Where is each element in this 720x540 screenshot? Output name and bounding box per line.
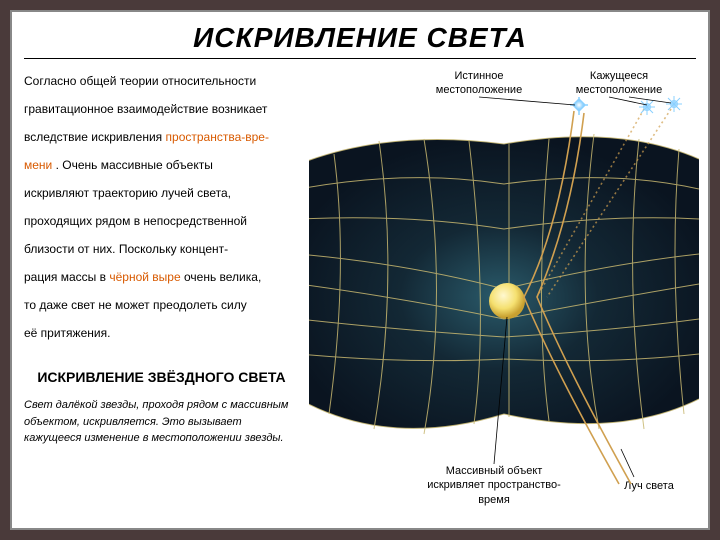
para-line: гравитационное взаимодействие возникает xyxy=(24,97,299,121)
apparent-star-icon xyxy=(666,96,682,112)
left-column: Согласно общей теории относительности гр… xyxy=(24,69,299,509)
para-line: то даже свет не может преодолеть силу xyxy=(24,293,299,317)
true-star-icon xyxy=(570,97,588,115)
highlight-blackhole: чёрной выре xyxy=(109,270,180,284)
main-title: ИСКРИВЛЕНИЕ СВЕТА xyxy=(24,22,696,59)
para-line: её притяжения. xyxy=(24,321,299,345)
apparent-star-icon xyxy=(639,99,655,115)
para-line: близости от них. Поскольку концент- xyxy=(24,237,299,261)
highlight-spacetime: мени xyxy=(24,158,52,172)
para-line: искривляют траекторию лучей света, xyxy=(24,181,299,205)
para-line: Согласно общей теории относительности xyxy=(24,69,299,93)
highlight-spacetime: пространства-вре- xyxy=(166,130,269,144)
para-line: рация массы в чёрной выре очень велика, xyxy=(24,265,299,289)
content-row: Согласно общей теории относительности гр… xyxy=(24,69,696,509)
spacetime-diagram xyxy=(309,69,699,509)
para-line: проходящих рядом в непосредственной xyxy=(24,209,299,233)
para-line: вследствие искривления пространства-вре- xyxy=(24,125,299,149)
para-line: мени . Очень массивные объекты xyxy=(24,153,299,177)
diagram-area: Истинное местоположение Кажущееся местоп… xyxy=(309,69,696,509)
subtitle: ИСКРИВЛЕНИЕ ЗВЁЗДНОГО СВЕТА xyxy=(24,363,299,391)
massive-object-icon xyxy=(489,283,525,319)
frame: ИСКРИВЛЕНИЕ СВЕТА Согласно общей теории … xyxy=(10,10,710,530)
grid-background xyxy=(309,137,699,429)
caption: Свет далёкой звезды, проходя рядом с мас… xyxy=(24,397,299,447)
